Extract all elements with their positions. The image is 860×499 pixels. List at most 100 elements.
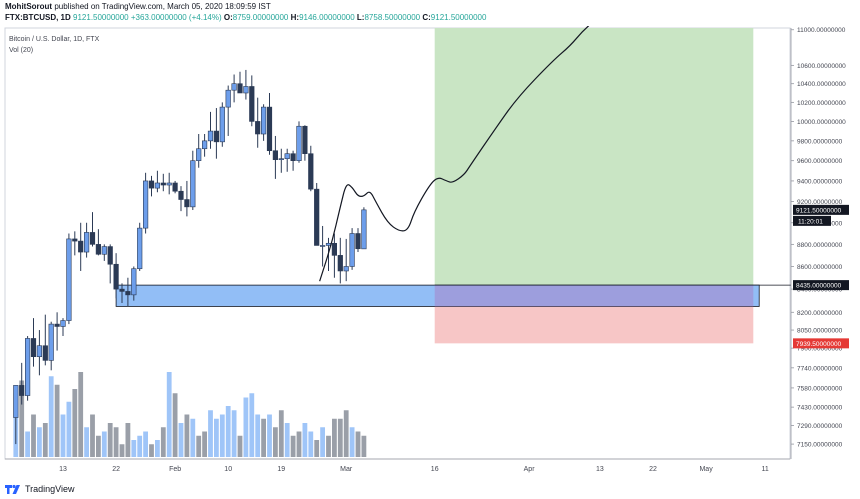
candle-body[interactable] — [131, 268, 137, 296]
candle-body[interactable] — [190, 160, 196, 208]
candle-body[interactable] — [13, 385, 19, 418]
candle-body[interactable] — [143, 180, 149, 229]
candle-body[interactable] — [302, 125, 308, 154]
candle-body[interactable] — [349, 233, 355, 267]
candle-body[interactable] — [308, 153, 314, 190]
candle-body[interactable] — [314, 188, 320, 246]
candle-body[interactable] — [125, 291, 131, 296]
candle-body[interactable] — [237, 83, 243, 94]
candle-body[interactable] — [355, 233, 361, 250]
candle-body[interactable] — [296, 125, 302, 161]
candle-body[interactable] — [24, 338, 31, 396]
projection-path[interactable] — [319, 26, 594, 282]
low-value: 8758.50000000 — [364, 13, 421, 22]
volume-bar — [54, 384, 60, 457]
candle-body[interactable] — [284, 153, 290, 159]
candle-body[interactable] — [243, 86, 249, 94]
candle-body[interactable] — [290, 153, 296, 161]
candle-body[interactable] — [66, 238, 72, 321]
candle-body[interactable] — [219, 106, 225, 143]
time-tick-label: 10 — [224, 466, 232, 473]
candle-body[interactable] — [325, 242, 332, 246]
candle-body[interactable] — [213, 130, 220, 143]
candle-body[interactable] — [160, 182, 166, 186]
candle-body[interactable] — [48, 323, 54, 361]
candle-body[interactable] — [249, 86, 255, 122]
volume-bar — [42, 423, 48, 457]
candle-body[interactable] — [119, 288, 125, 292]
candle-body[interactable] — [113, 263, 119, 290]
candle-body[interactable] — [319, 245, 326, 247]
candle-body[interactable] — [30, 338, 37, 358]
zone-overlap — [434, 285, 754, 307]
volume-bar — [119, 444, 125, 457]
candle-body[interactable] — [260, 106, 267, 135]
candle-body[interactable] — [278, 158, 284, 160]
footer: TradingView — [0, 480, 860, 499]
time-tick-label: 16 — [431, 466, 439, 473]
candle-body[interactable] — [202, 140, 208, 150]
price-chart[interactable]: 11000.00000000 10600.00000000 10400.000000… — [0, 26, 860, 480]
price-tick-label: 7150.00000000 — [797, 442, 843, 449]
candle-body[interactable] — [36, 345, 42, 358]
candle-body[interactable] — [225, 89, 231, 108]
volume-bar — [273, 427, 278, 457]
price-tick-label: 10000.00000000 — [797, 119, 846, 126]
price-tag — [793, 204, 849, 215]
price-tick-label: 7580.00000000 — [797, 385, 843, 392]
candle-body[interactable] — [72, 238, 78, 242]
volume-bar — [31, 414, 36, 457]
volume-bar — [184, 414, 190, 457]
candle-body[interactable] — [101, 246, 107, 255]
candle-body[interactable] — [266, 106, 273, 152]
candle-body[interactable] — [255, 121, 261, 135]
candle-body[interactable] — [54, 323, 60, 327]
high-value: 9146.00000000 — [299, 13, 355, 22]
time-tick-label: 13 — [59, 466, 67, 473]
candle-body[interactable] — [184, 199, 190, 208]
candle-body[interactable] — [84, 232, 90, 253]
volume-bar — [113, 427, 119, 457]
volume-indicator-label[interactable]: Vol (20) — [9, 47, 34, 54]
candle-body[interactable] — [166, 182, 172, 186]
candle-body[interactable] — [95, 244, 101, 255]
last-price: 9121.50000000 — [73, 13, 129, 22]
candle-body[interactable] — [178, 190, 184, 200]
volume-bar — [332, 418, 337, 457]
candle-body[interactable] — [337, 255, 343, 272]
candle-body[interactable] — [196, 148, 202, 161]
candle-body[interactable] — [89, 232, 96, 245]
candle-body[interactable] — [148, 180, 155, 189]
volume-bar — [37, 427, 42, 457]
price-tick-label: 10200.00000000 — [797, 100, 846, 107]
price-tag — [793, 338, 849, 349]
open-label: O: — [223, 13, 233, 22]
author-name[interactable]: MohitSorout — [5, 2, 53, 11]
volume-bar — [243, 397, 249, 457]
candle-body[interactable] — [60, 320, 66, 327]
volume-bar — [172, 393, 178, 457]
price-tick-label: 9400.00000000 — [797, 178, 843, 185]
candle-body[interactable] — [154, 182, 161, 189]
candle-body[interactable] — [272, 150, 279, 160]
candle-body[interactable] — [137, 227, 143, 270]
candle-body[interactable] — [19, 385, 25, 396]
time-tick-label: Apr — [524, 466, 536, 473]
target-zone[interactable] — [434, 28, 754, 286]
candle-body[interactable] — [231, 83, 237, 91]
candle-body[interactable] — [331, 242, 338, 256]
candle-body[interactable] — [343, 266, 349, 272]
candle-body[interactable] — [78, 240, 84, 253]
candle-body[interactable] — [361, 209, 367, 250]
candle-body[interactable] — [107, 246, 113, 265]
price-tick-label: 9800.00000000 — [797, 138, 843, 145]
volume-bar — [202, 431, 207, 457]
candle-body[interactable] — [42, 345, 48, 361]
price-tag-label: 8435.00000000 — [796, 283, 842, 290]
time-tick-label: 22 — [649, 466, 657, 473]
candle-body[interactable] — [172, 182, 178, 192]
tradingview-logo-icon[interactable] — [5, 483, 23, 495]
tradingview-brand[interactable]: TradingView — [25, 484, 75, 494]
time-tick-label: 11 — [761, 466, 768, 473]
candle-body[interactable] — [207, 130, 214, 142]
